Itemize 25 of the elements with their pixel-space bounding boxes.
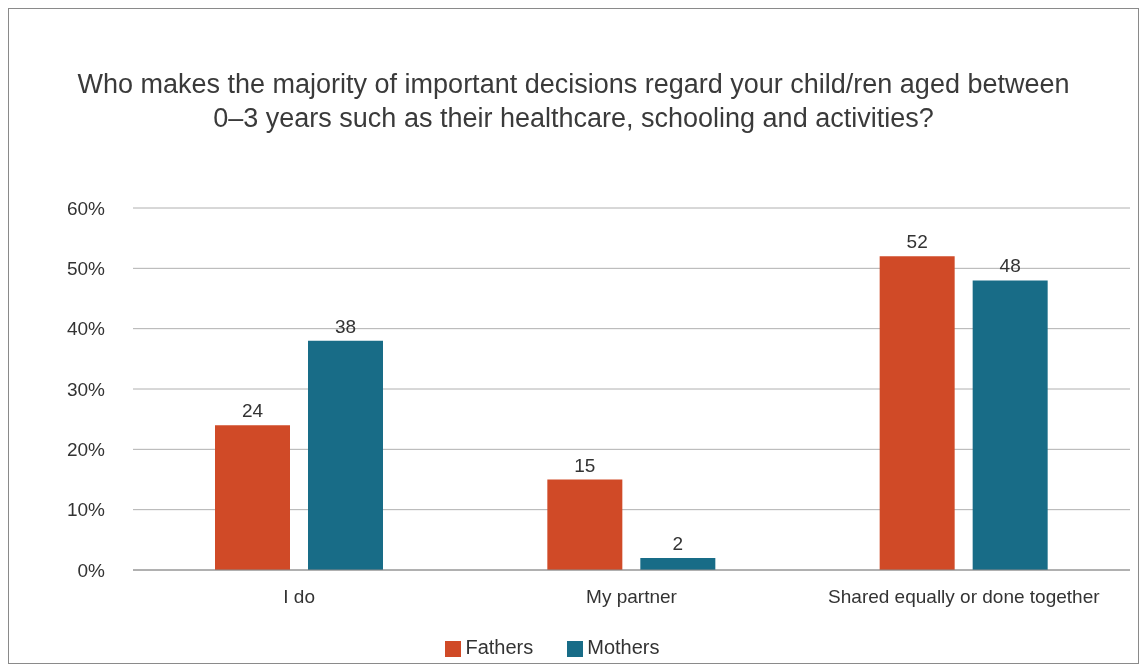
bar xyxy=(879,256,955,570)
y-tick-label: 10% xyxy=(66,499,106,521)
bar xyxy=(972,280,1048,570)
data-label: 52 xyxy=(906,231,928,253)
legend-label: Mothers xyxy=(587,636,660,658)
data-label: 2 xyxy=(672,532,684,554)
data-label: 24 xyxy=(241,400,264,422)
bar xyxy=(547,479,623,570)
y-tick-label: 40% xyxy=(66,318,106,340)
chart-title: Who makes the majority of important decisions regard your child/ren aged between 0–3 years such as their healthcare, schooling and activities? xyxy=(76,68,1071,135)
data-label: 38 xyxy=(334,315,357,337)
x-tick-label: Shared equally or done together xyxy=(828,586,1101,608)
y-tick-label: 30% xyxy=(66,378,106,400)
data-label: 15 xyxy=(574,454,596,476)
y-tick-label: 20% xyxy=(66,439,106,461)
y-tick-label: 0% xyxy=(77,559,106,581)
legend-label: Fathers xyxy=(465,636,534,658)
bar xyxy=(308,340,383,570)
bar xyxy=(215,425,290,570)
y-tick-label: 50% xyxy=(66,258,106,280)
x-tick-label: My partner xyxy=(586,586,678,608)
data-label: 48 xyxy=(999,255,1021,277)
bar xyxy=(640,557,716,570)
x-tick-label: I do xyxy=(283,586,316,608)
y-tick-label: 60% xyxy=(66,197,106,219)
